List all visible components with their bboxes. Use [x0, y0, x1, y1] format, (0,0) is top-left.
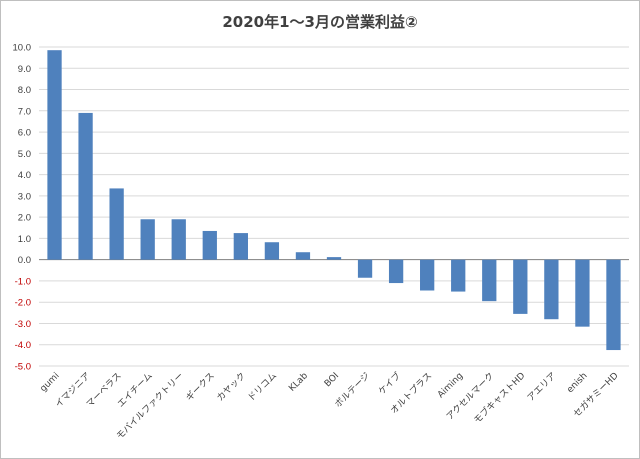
bar — [109, 188, 124, 260]
bar — [606, 259, 621, 351]
bar — [295, 252, 311, 260]
y-tick-label: 1.0 — [18, 234, 31, 245]
y-tick-label: -1.0 — [15, 276, 31, 287]
y-tick-label: -5.0 — [15, 362, 31, 373]
x-category-label: ドリコム — [246, 370, 279, 403]
x-category-label: ケイブ — [376, 370, 403, 397]
bar — [202, 230, 217, 260]
y-tick-label: 10.0 — [13, 43, 32, 54]
bar — [420, 259, 435, 291]
y-tick-label: 9.0 — [18, 64, 31, 75]
y-tick-label: 6.0 — [18, 128, 31, 139]
bar — [326, 257, 342, 260]
x-category-label: ギークス — [184, 370, 217, 403]
x-category-label: Aiming — [436, 371, 465, 400]
x-category-label: gumi — [39, 371, 62, 394]
y-tick-label: -4.0 — [15, 340, 31, 351]
y-tick-label: 3.0 — [18, 191, 31, 202]
y-tick-label: 5.0 — [18, 149, 31, 160]
x-category-label: カヤック — [215, 370, 248, 403]
bar — [575, 259, 590, 327]
bar — [482, 259, 497, 302]
bar — [451, 259, 466, 292]
x-category-label: モブキャストHD — [471, 370, 527, 426]
bar — [388, 259, 404, 284]
y-tick-label: 8.0 — [18, 85, 31, 96]
y-tick-label: 4.0 — [18, 170, 31, 181]
bar — [264, 242, 280, 260]
bar — [171, 219, 186, 260]
x-category-label: アエリア — [526, 371, 559, 404]
y-tick-label: 2.0 — [18, 213, 31, 224]
bar — [140, 219, 155, 260]
chart-title: 2020年1～3月の営業利益② — [222, 13, 417, 31]
bar — [544, 259, 559, 320]
bar — [78, 112, 93, 260]
x-category-label: BOI — [323, 371, 341, 389]
gridlines — [39, 46, 629, 367]
y-tick-label: -2.0 — [15, 298, 31, 309]
y-tick-label: -3.0 — [15, 319, 31, 330]
bars — [47, 50, 621, 351]
x-category-label: KLab — [287, 371, 310, 394]
y-tick-label: 0.0 — [18, 255, 31, 266]
bar — [47, 50, 62, 260]
bar — [513, 259, 528, 314]
bar — [357, 259, 373, 278]
x-axis-categories: gumiイマジニアマーベラスエイチームモバイルファクトリーギークスカヤックドリコ… — [39, 370, 621, 442]
bar — [233, 233, 248, 260]
y-tick-label: 7.0 — [18, 106, 31, 117]
y-axis-ticks: 10.0 9.0 8.0 7.0 6.0 5.0 4.0 3.0 2.0 1.0 0.0 -1.0 -2… — [13, 43, 32, 373]
x-category-label: enish — [565, 371, 589, 395]
